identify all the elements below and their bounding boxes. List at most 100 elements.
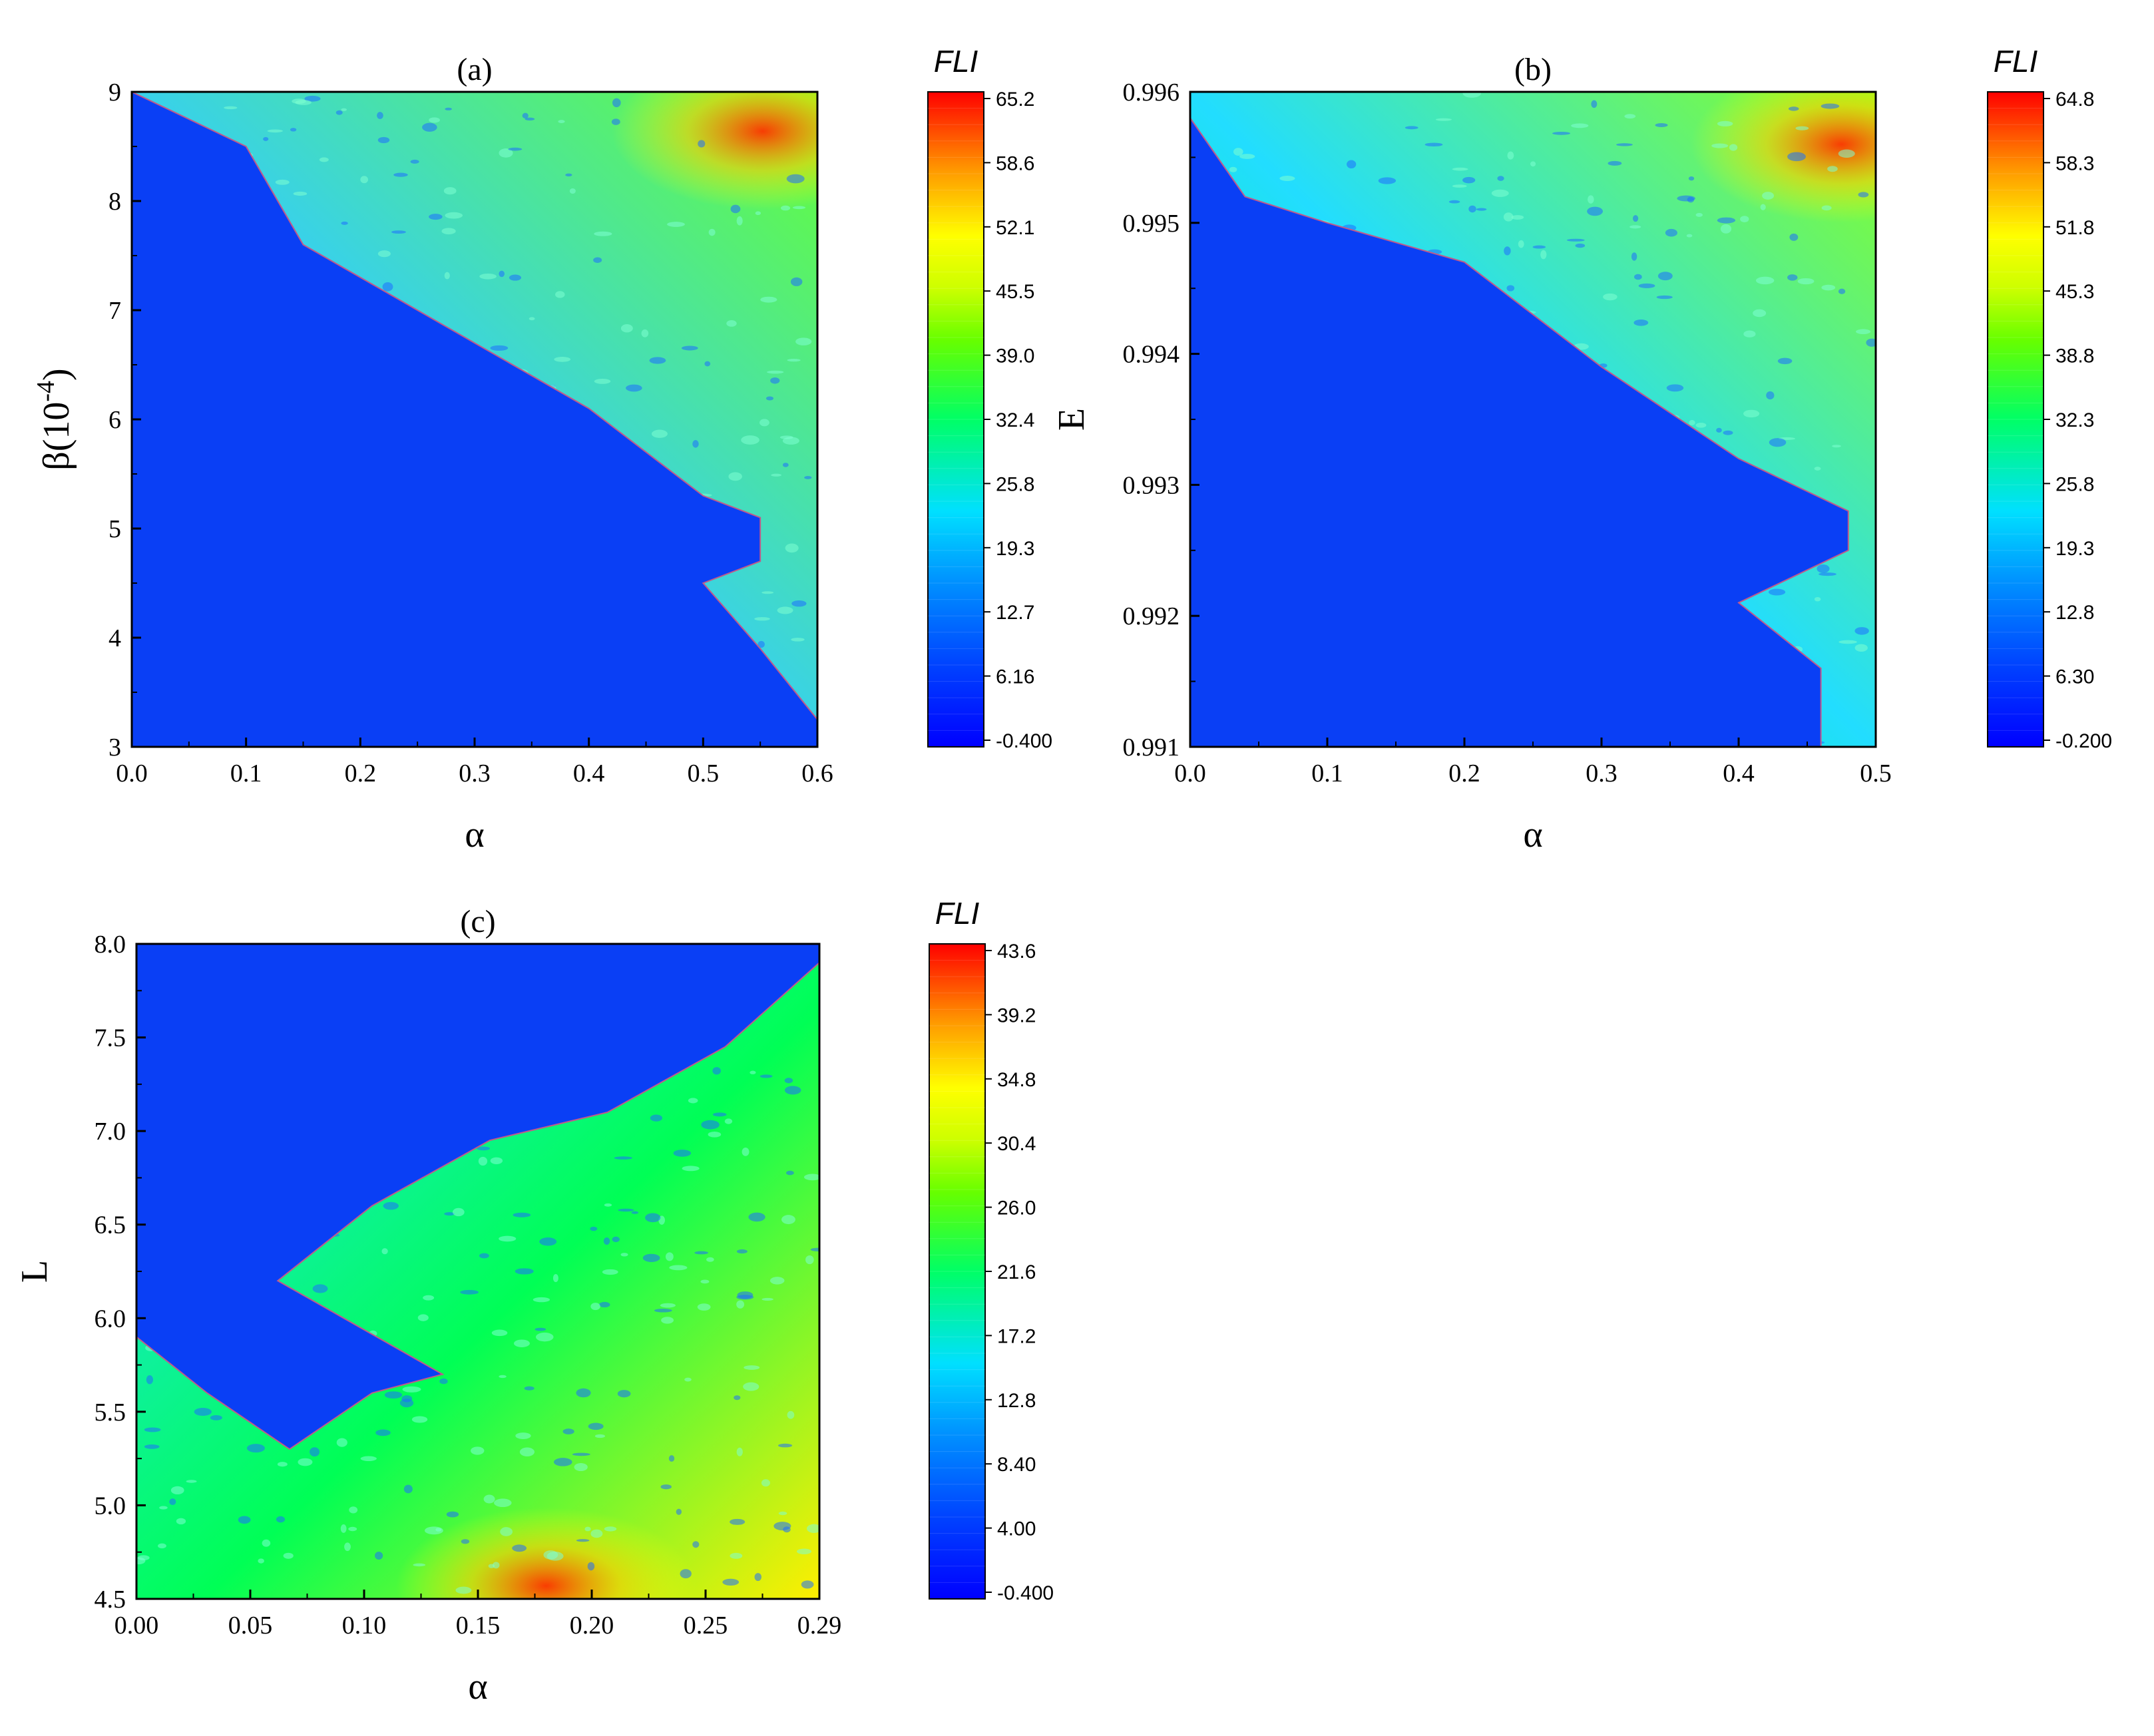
panel-title: (b) bbox=[1514, 52, 1552, 87]
y-tick-label: 7.5 bbox=[95, 1024, 126, 1052]
colorbar-tick-label: 39.2 bbox=[997, 1004, 1036, 1026]
y-tick-label: 0.991 bbox=[1123, 734, 1180, 761]
panel-title: (a) bbox=[457, 52, 492, 87]
y-tick-label: 4.5 bbox=[95, 1586, 126, 1614]
y-tick-label: 6 bbox=[108, 406, 121, 434]
colorbar-tick-label: 32.3 bbox=[2055, 409, 2094, 431]
heatmap-c bbox=[136, 944, 819, 1599]
high-fli-spot bbox=[1690, 92, 1876, 223]
colorbar-tick-label: 8.40 bbox=[997, 1454, 1036, 1476]
colorbar-tick-label: 58.3 bbox=[2055, 152, 2094, 174]
colorbar-tick-label: 21.6 bbox=[997, 1261, 1036, 1283]
y-tick-label: 5.0 bbox=[95, 1492, 126, 1520]
x-tick-label: 0.4 bbox=[573, 760, 605, 787]
colorbar-tick-label: 26.0 bbox=[997, 1197, 1036, 1219]
high-fli-spot bbox=[612, 92, 817, 210]
y-tick-label: 0.995 bbox=[1123, 210, 1180, 238]
x-tick-label: 0.4 bbox=[1723, 760, 1755, 787]
colorbar-tick-label: 12.7 bbox=[996, 602, 1034, 624]
y-tick-label: 6.5 bbox=[95, 1211, 126, 1239]
panel-c: 0.00 0.05 0.10 0.15 0.20 0.25 0.29 4.5 5.0 5.5 6.0… bbox=[14, 904, 841, 1707]
x-tick-label: 0.2 bbox=[345, 760, 377, 787]
colorbar-tick-label: -0.400 bbox=[997, 1582, 1054, 1604]
colorbar-tick-label: 51.8 bbox=[2055, 217, 2094, 239]
x-tick-label: 0.3 bbox=[459, 760, 491, 787]
colorbar-tick-label: 65.2 bbox=[996, 89, 1034, 110]
colorbar-tick-label: 43.6 bbox=[997, 941, 1036, 963]
colorbar-tick-label: 6.16 bbox=[996, 666, 1034, 688]
y-tick-label: 9 bbox=[108, 79, 121, 107]
x-tick-label: 0.5 bbox=[1860, 760, 1892, 787]
y-tick-label: 0.993 bbox=[1123, 471, 1180, 499]
colorbar-tick-label: -0.400 bbox=[996, 730, 1052, 752]
colorbar-tick-label: 32.4 bbox=[996, 409, 1034, 431]
colorbar-tick-label: 17.2 bbox=[997, 1325, 1036, 1347]
x-tick-label: 0.05 bbox=[228, 1612, 273, 1639]
y-tick-label: 7.0 bbox=[95, 1118, 126, 1146]
colorbar-label: FLI bbox=[1994, 44, 2038, 79]
y-tick-label: 3 bbox=[108, 734, 121, 761]
heatmap-a bbox=[132, 92, 817, 747]
y-tick-label: 0.994 bbox=[1123, 341, 1180, 369]
colorbar-tick-label: 25.8 bbox=[2055, 473, 2094, 495]
colorbar-tick-label: 52.1 bbox=[996, 217, 1034, 239]
colorbar-tick-label: 45.5 bbox=[996, 281, 1034, 303]
panel-title: (c) bbox=[460, 904, 495, 939]
colorbar-tick-label: 38.8 bbox=[2055, 345, 2094, 367]
regular-region bbox=[1190, 116, 1876, 747]
y-tick-label: 0.996 bbox=[1123, 79, 1180, 107]
colorbar-tick-label: 12.8 bbox=[2055, 602, 2094, 624]
colorbar-tick-label: 19.3 bbox=[996, 538, 1034, 560]
colorbar-tick-label: 45.3 bbox=[2055, 281, 2094, 303]
panel-a: 0.0 0.1 0.2 0.3 0.4 0.5 0.6 3 4 5 6 7 8 9 (a) α β(10-4) bbox=[32, 52, 833, 855]
x-tick-label: 0.20 bbox=[570, 1612, 614, 1639]
colorbar-tick-label: 58.6 bbox=[996, 152, 1034, 174]
colorbar-tick-label: 30.4 bbox=[997, 1133, 1036, 1155]
y-tick-label: 7 bbox=[108, 297, 121, 325]
x-tick-label: 0.15 bbox=[456, 1612, 501, 1639]
x-tick-label: 0.1 bbox=[1311, 760, 1343, 787]
regular-region bbox=[136, 944, 819, 1450]
x-tick-label: 0.29 bbox=[797, 1612, 842, 1639]
x-axis-label: α bbox=[468, 1666, 487, 1707]
y-tick-label: 8 bbox=[108, 188, 121, 216]
x-axis-label: α bbox=[465, 814, 484, 855]
y-tick-label: 8.0 bbox=[95, 931, 126, 959]
x-tick-label: 0.0 bbox=[116, 760, 148, 787]
colorbar-b: -0.200 6.30 12.8 19.3 25.8 32.3 38.8 45.3 51.8 58… bbox=[1987, 44, 2112, 752]
colorbar-tick-label: -0.200 bbox=[2055, 730, 2112, 752]
x-tick-label: 0.6 bbox=[801, 760, 833, 787]
x-tick-label: 0.1 bbox=[230, 760, 262, 787]
x-axis-label: α bbox=[1523, 814, 1542, 855]
colorbar-tick-label: 12.8 bbox=[997, 1390, 1036, 1412]
colorbar-label: FLI bbox=[935, 896, 980, 931]
colorbar-tick-label: 6.30 bbox=[2055, 666, 2094, 688]
y-axis-label: L bbox=[14, 1260, 55, 1283]
colorbar-tick-label: 34.8 bbox=[997, 1069, 1036, 1091]
y-tick-label: 0.992 bbox=[1123, 602, 1180, 630]
y-tick-label: 5 bbox=[108, 515, 121, 543]
colorbar-tick-label: 39.0 bbox=[996, 345, 1034, 367]
x-tick-label: 0.10 bbox=[342, 1612, 387, 1639]
colorbar-label: FLI bbox=[934, 44, 978, 79]
colorbar-c: -0.400 4.00 8.40 12.8 17.2 21.6 26.0 30.4 34.8 39… bbox=[929, 896, 1054, 1604]
x-tick-label: 0.3 bbox=[1586, 760, 1617, 787]
y-tick-label: 4 bbox=[108, 624, 121, 652]
panel-b: 0.0 0.1 0.2 0.3 0.4 0.5 0.991 0.992 0.993 0.994 0.… bbox=[1051, 52, 1892, 855]
colorbar-gradient bbox=[1987, 91, 2044, 748]
x-tick-label: 0.25 bbox=[684, 1612, 728, 1639]
colorbar-tick-label: 25.8 bbox=[996, 473, 1034, 495]
y-axis-label: E bbox=[1051, 408, 1092, 431]
colorbar-gradient bbox=[929, 943, 986, 1600]
y-axis-label: β(10-4) bbox=[32, 368, 77, 470]
regular-region bbox=[132, 92, 817, 747]
colorbar-tick-label: 4.00 bbox=[997, 1518, 1036, 1540]
x-tick-label: 0.00 bbox=[114, 1612, 159, 1639]
x-tick-label: 0.2 bbox=[1448, 760, 1480, 787]
y-tick-label: 6.0 bbox=[95, 1305, 126, 1333]
colorbar-tick-label: 64.8 bbox=[2055, 89, 2094, 110]
colorbar-tick-label: 19.3 bbox=[2055, 538, 2094, 560]
colorbar-gradient bbox=[927, 91, 984, 748]
heatmap-b bbox=[1190, 92, 1876, 747]
